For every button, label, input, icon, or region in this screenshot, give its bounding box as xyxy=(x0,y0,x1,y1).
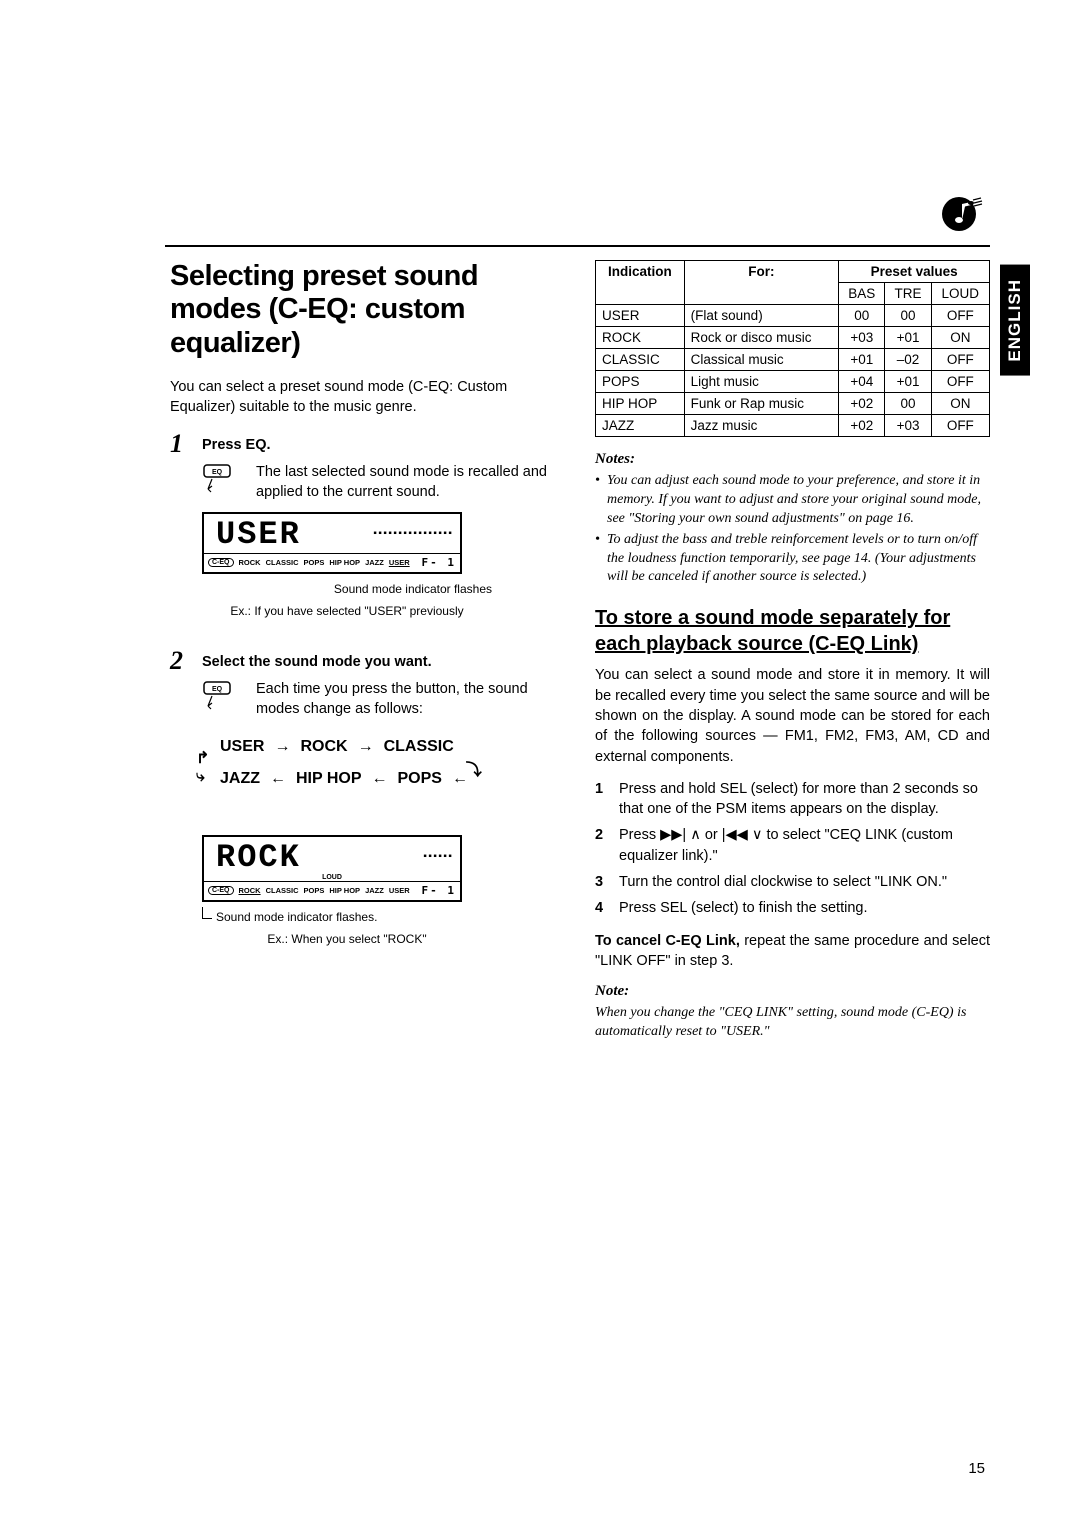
preset-table: Indication For: Preset values BAS TRE LO… xyxy=(595,260,990,437)
mode-cycle-diagram: ↱ USER→ ROCK→ CLASSIC ⤵ ⤷ JAZZ← HIP HOP←… xyxy=(210,731,565,795)
table-row: HIP HOPFunk or Rap music+0200ON xyxy=(596,393,990,415)
table-row: USER(Flat sound)0000OFF xyxy=(596,305,990,327)
table-row: POPSLight music+04+01OFF xyxy=(596,371,990,393)
step-item: 3Turn the control dial clockwise to sele… xyxy=(595,872,990,892)
step-title: Select the sound mode you want. xyxy=(202,654,432,674)
step-item: 1Press and hold SEL (select) for more th… xyxy=(595,779,990,820)
table-row: CLASSICClassical music+01–02OFF xyxy=(596,349,990,371)
note-item: To adjust the bass and treble reinforcem… xyxy=(595,531,990,588)
left-column: Selecting preset sound modes (C-EQ: cust… xyxy=(170,260,565,1042)
table-row: ROCKRock or disco music+03+01ON xyxy=(596,327,990,349)
right-column: Indication For: Preset values BAS TRE LO… xyxy=(595,260,990,1042)
step-1: 1 Press EQ. xyxy=(170,431,565,457)
lcd-main-text: ROCK xyxy=(216,839,301,876)
notes-block: You can adjust each sound mode to your p… xyxy=(595,472,990,587)
step-body: The last selected sound mode is recalled… xyxy=(256,463,565,502)
th-loud: LOUD xyxy=(931,283,989,305)
eq-button-icon: EQ xyxy=(202,680,246,716)
lcd-bars-icon: ▪▪▪▪▪▪ xyxy=(422,852,452,863)
cancel-text: To cancel C-EQ Link, repeat the same pro… xyxy=(595,931,990,972)
lcd-bars-icon: ▪▪▪▪▪▪▪▪▪▪▪▪▪▪▪▪ xyxy=(372,529,452,540)
step-number: 1 xyxy=(170,431,192,457)
note-item: You can adjust each sound mode to your p… xyxy=(595,472,990,529)
notes-heading: Notes: xyxy=(595,451,990,468)
music-note-icon xyxy=(941,190,985,234)
lcd-mode-row: C-EQ ROCKCLASSICPOPSHIP HOPJAZZUSER F- 1 xyxy=(204,553,460,572)
caption-example: Ex.: When you select "ROCK" xyxy=(202,930,492,948)
intro-text: You can select a preset sound mode (C-EQ… xyxy=(170,378,565,417)
lcd-display-user: USER ▪▪▪▪▪▪▪▪▪▪▪▪▪▪▪▪ C-EQ ROCKCLASSICPO… xyxy=(202,512,462,574)
lcd-main-text: USER xyxy=(216,516,301,553)
step-2: 2 Select the sound mode you want. xyxy=(170,648,565,674)
note-text: When you change the "CEQ LINK" setting, … xyxy=(595,1004,990,1042)
caption-indicator: Sound mode indicator flashes. xyxy=(202,908,565,926)
table-row: JAZZJazz music+02+03OFF xyxy=(596,415,990,437)
step-item: 2Press ▶▶| ∧ or |◀◀ ∨ to select "CEQ LIN… xyxy=(595,825,990,866)
th-preset: Preset values xyxy=(839,261,990,283)
step-title: Press EQ. xyxy=(202,437,271,457)
th-tre: TRE xyxy=(885,283,931,305)
lcd-display-rock: ROCK ▪▪▪▪▪▪ LOUD C-EQ ROCKCLASSICPOPSHIP… xyxy=(202,835,462,902)
top-rule xyxy=(165,245,990,247)
step-number: 2 xyxy=(170,648,192,674)
caption-indicator: Sound mode indicator flashes xyxy=(202,580,492,598)
svg-text:EQ: EQ xyxy=(212,686,223,693)
note-heading: Note: xyxy=(595,983,990,1000)
lcd-mode-row: C-EQ ROCKCLASSICPOPSHIP HOPJAZZUSER F- 1 xyxy=(204,881,460,900)
step-item: 4Press SEL (select) to finish the settin… xyxy=(595,898,990,918)
ceq-link-body: You can select a sound mode and store it… xyxy=(595,665,990,766)
svg-text:EQ: EQ xyxy=(212,469,223,476)
ceq-link-heading: To store a sound mode separately for eac… xyxy=(595,605,990,657)
page-number: 15 xyxy=(968,1460,985,1477)
th-bas: BAS xyxy=(839,283,885,305)
main-heading: Selecting preset sound modes (C-EQ: cust… xyxy=(170,260,565,360)
step-body: Each time you press the button, the soun… xyxy=(256,680,565,719)
th-indication: Indication xyxy=(596,261,685,305)
language-tab: ENGLISH xyxy=(1000,265,1030,376)
eq-button-icon: EQ xyxy=(202,463,246,499)
th-for: For: xyxy=(684,261,839,305)
ceq-link-steps: 1Press and hold SEL (select) for more th… xyxy=(595,779,990,919)
caption-example: Ex.: If you have selected "USER" previou… xyxy=(202,602,492,620)
